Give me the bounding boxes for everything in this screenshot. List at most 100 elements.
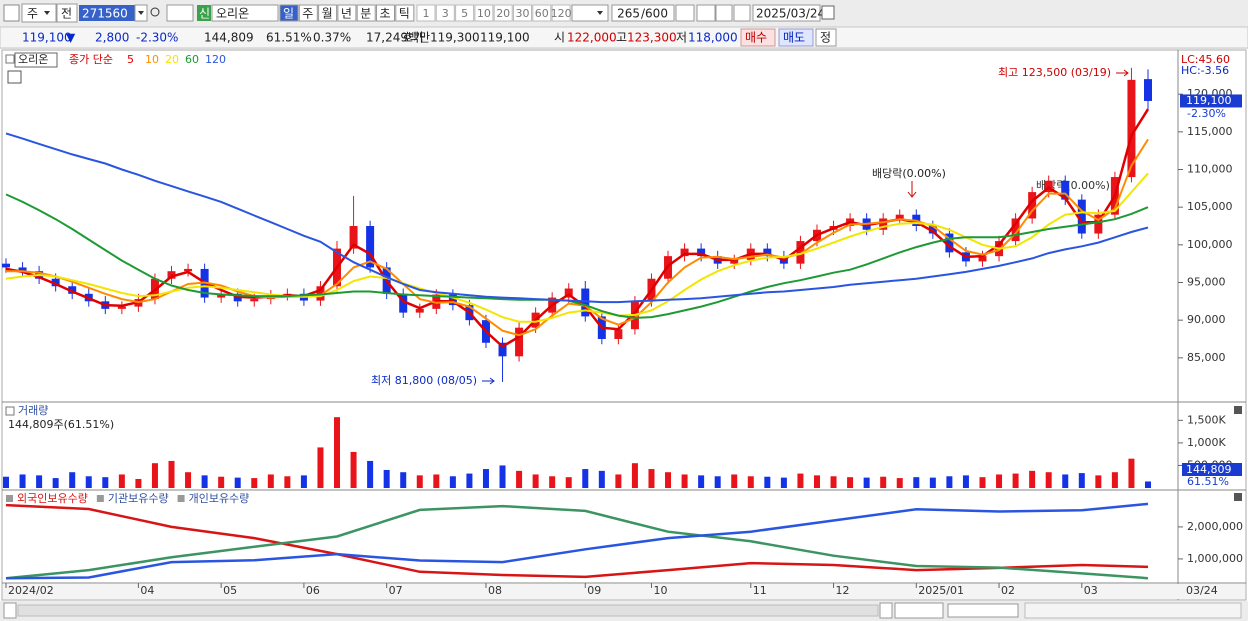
volume-bar [3, 476, 9, 488]
playback-buttons[interactable] [894, 602, 944, 619]
scroll-right[interactable] [879, 602, 893, 619]
panel-close[interactable] [1234, 493, 1242, 501]
candle-body [184, 268, 193, 272]
interval-button[interactable] [435, 4, 455, 22]
menu-button[interactable] [3, 4, 20, 22]
volume-bar [416, 475, 423, 488]
interval-label: 1 [423, 7, 430, 20]
tool-button[interactable] [675, 4, 695, 22]
y-tick-label: 100,000 [1187, 238, 1233, 251]
volume-bar [300, 475, 307, 488]
interval-button[interactable] [455, 4, 475, 22]
market: 주 [27, 7, 38, 21]
market-select[interactable] [21, 3, 57, 23]
bid: 119,100 [480, 31, 530, 45]
table-icon[interactable] [7, 70, 22, 84]
interval-button[interactable] [513, 4, 532, 22]
volume-bar [565, 477, 572, 488]
candle-body [614, 329, 623, 339]
sound-button[interactable] [166, 4, 194, 22]
annotation-arrow [1116, 69, 1129, 77]
volume-bar [433, 474, 440, 488]
interval-label: 10 [477, 7, 491, 20]
interval-button[interactable] [416, 4, 436, 22]
period-label: 일 [283, 7, 294, 21]
last-volume: 144,809 [1186, 463, 1232, 476]
scroll-track[interactable] [17, 604, 879, 617]
settings-button[interactable] [733, 4, 751, 22]
volume-bar [847, 477, 854, 488]
code-input[interactable] [79, 5, 135, 21]
candle-body [1127, 79, 1136, 178]
drawing-tools[interactable] [1024, 602, 1242, 619]
panel-close[interactable] [1234, 406, 1242, 414]
holding-line [5, 504, 1149, 580]
annotation-arrow [482, 377, 495, 385]
volume-bar [996, 474, 1003, 488]
candle-body [1028, 192, 1037, 219]
interval-select[interactable] [571, 4, 609, 22]
date-box[interactable] [752, 4, 821, 22]
prefix-button[interactable] [56, 3, 78, 23]
period-button[interactable] [395, 4, 415, 22]
candle-body [448, 294, 457, 306]
volume-bar [863, 477, 870, 488]
dropdown-arrow [138, 11, 144, 15]
scroll-left[interactable] [3, 602, 17, 619]
legend-entry: 60 [185, 53, 199, 66]
count-box[interactable] [611, 4, 675, 22]
panel-icon [5, 54, 15, 64]
annotation-arrow [907, 181, 917, 198]
legend-entry: 120 [205, 53, 226, 66]
tool-button[interactable] [696, 4, 716, 22]
x-tick-label: 02 [1001, 584, 1015, 597]
period-button[interactable] [356, 4, 376, 22]
prefix: 전 [61, 7, 72, 21]
volume-bar [185, 472, 192, 488]
lc: LC:45.60 [1181, 53, 1230, 66]
candle-body [68, 286, 77, 294]
zoom-slider[interactable] [947, 603, 1019, 618]
interval-label: 60 [535, 7, 549, 20]
y-tick-label: 1,000,000 [1187, 552, 1243, 565]
period-button[interactable] [279, 4, 299, 22]
candle-body [978, 256, 987, 262]
legend-entry: 외국인보유수량 [17, 492, 88, 505]
period-button[interactable] [337, 4, 357, 22]
turnover: 0.37% [313, 31, 351, 45]
calendar-button[interactable] [821, 5, 835, 20]
x-tick-label: 11 [753, 584, 767, 597]
candle-body [763, 248, 772, 257]
volume-bar [1062, 474, 1069, 488]
save-button[interactable] [715, 4, 733, 22]
candle-body [250, 299, 259, 302]
candle-body [18, 267, 27, 272]
period-button[interactable] [318, 4, 338, 22]
cursor-date: 03/24 [1186, 584, 1218, 597]
volume-bar [1045, 472, 1052, 488]
y-tick-label: 90,000 [1187, 313, 1226, 326]
correct-button[interactable] [815, 28, 837, 47]
volume-bar [880, 476, 887, 488]
ma-line [5, 172, 1149, 323]
period-label: 월 [322, 7, 333, 21]
dividend-annotation: 배당락(0.00%) [872, 167, 946, 180]
period-button[interactable] [376, 4, 395, 22]
y-tick-label: 110,000 [1187, 163, 1233, 176]
interval-button[interactable] [532, 4, 552, 22]
last-volume-ratio: 61.51% [1187, 475, 1229, 488]
legend-entry: 20 [165, 53, 179, 66]
ma-line [5, 193, 1149, 319]
date: 2025/03/24 [756, 7, 825, 21]
volume-bar [218, 476, 225, 488]
sell-button[interactable] [778, 28, 814, 47]
interval-button[interactable] [474, 4, 494, 22]
interval-button[interactable] [493, 4, 513, 22]
search-icon[interactable] [150, 7, 160, 17]
hc: HC:-3.56 [1181, 64, 1229, 77]
interval-button[interactable] [551, 4, 571, 22]
buy-button[interactable] [740, 28, 776, 47]
volume-bar [731, 474, 738, 488]
low-label: 저 [676, 31, 687, 45]
period-button[interactable] [298, 4, 318, 22]
